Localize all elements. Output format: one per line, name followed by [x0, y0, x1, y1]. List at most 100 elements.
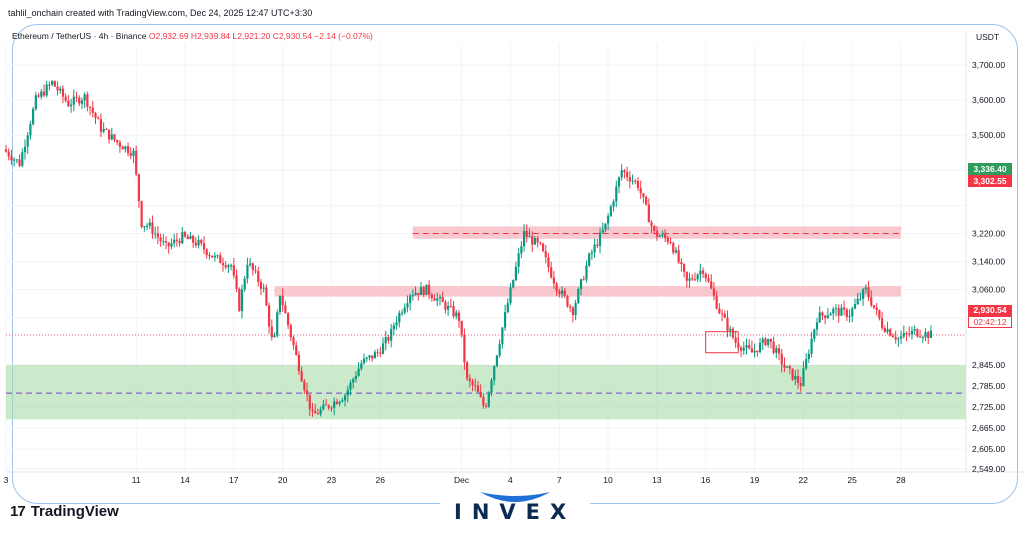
candle-body [175, 239, 178, 241]
candle-body [642, 193, 645, 197]
candle-body [419, 287, 423, 295]
candle-body [91, 107, 94, 113]
candle-body [672, 243, 675, 253]
symbol-name[interactable]: Ethereum / TetherUS · 4h · Binance [12, 31, 147, 41]
candle-body [758, 342, 762, 353]
candle-body [579, 279, 583, 290]
candle-body [628, 177, 631, 182]
candle-body [707, 278, 710, 282]
candle-body [324, 404, 328, 406]
candle-body [750, 348, 754, 353]
x-tick-label: 4 [508, 475, 513, 485]
candle-body [189, 235, 192, 240]
candle-body [129, 153, 132, 156]
countdown-badge: 02:42:12 [968, 316, 1012, 328]
candle-body [813, 329, 816, 339]
candle-body [137, 174, 141, 202]
candle-body [308, 394, 311, 410]
candle-body [541, 243, 545, 252]
candle-body [474, 384, 477, 386]
candle-body [699, 270, 702, 275]
candle-body [805, 359, 808, 369]
candle-body [921, 337, 924, 339]
candle-body [64, 96, 67, 101]
candle-body [862, 289, 865, 299]
candle-body [390, 329, 393, 341]
tradingview-logo[interactable]: 17 TradingView [10, 503, 119, 520]
candle-body [354, 376, 358, 380]
candle-body [870, 297, 873, 306]
candle-body [151, 222, 154, 234]
candle-body [422, 287, 425, 295]
candle-body [265, 287, 268, 306]
candle-body [246, 264, 249, 279]
candle-body [818, 312, 821, 323]
candle-body [349, 382, 352, 390]
candle-body [23, 146, 27, 153]
candle-body [761, 338, 764, 343]
candle-body [140, 201, 143, 228]
candle-body [550, 267, 553, 278]
candle-body [631, 180, 634, 182]
candle-body [596, 244, 599, 246]
candle-body [438, 296, 442, 299]
candle-body [15, 159, 18, 161]
candle-body [319, 409, 322, 415]
candle-body [506, 303, 509, 313]
candle-body [683, 264, 686, 272]
x-tick-label: 26 [376, 475, 386, 485]
candle-body [891, 335, 895, 338]
candle-body [607, 215, 610, 224]
candle-body [72, 96, 75, 105]
candle-body [219, 255, 222, 264]
x-tick-label: 23 [327, 475, 337, 485]
candle-body [444, 302, 447, 310]
candle-body [268, 305, 271, 327]
candle-body [590, 252, 593, 254]
candle-body [183, 232, 187, 237]
candle-body [145, 225, 149, 227]
candle-body [720, 313, 724, 315]
candle-body [788, 366, 791, 369]
candle-body [666, 237, 669, 242]
candle-body [417, 292, 420, 295]
y-tick-label: 2,549.00 [972, 464, 1005, 474]
candle-body [623, 170, 626, 173]
candle-body [696, 274, 699, 280]
candle-body [661, 234, 664, 236]
invex-wordmark: INVEX [454, 500, 577, 524]
candle-body [449, 305, 452, 307]
candle-body [398, 313, 401, 323]
candle-body [710, 281, 713, 289]
candle-body [395, 322, 398, 326]
candle-body [430, 294, 433, 299]
y-tick-label: 2,605.00 [972, 444, 1005, 454]
candle-body [777, 348, 781, 354]
candle-body [753, 350, 756, 353]
candle-body [767, 338, 770, 346]
candle-body [80, 100, 84, 104]
candle-body [772, 341, 775, 353]
candle-body [13, 159, 16, 161]
y-tick-label: 2,665.00 [972, 423, 1005, 433]
candle-body [843, 307, 846, 310]
candle-body [343, 395, 347, 401]
candle-body [26, 135, 29, 147]
candle-body [588, 253, 591, 266]
candle-body [273, 335, 276, 338]
candle-body [658, 235, 661, 237]
candle-body [832, 308, 835, 314]
candle-body [498, 343, 501, 356]
candle-body [484, 405, 488, 407]
candle-body [495, 355, 499, 367]
candle-body [45, 84, 48, 96]
candle-body [734, 337, 737, 344]
symbol-legend: Ethereum / TetherUS · 4h · Binance O2,93… [12, 31, 373, 41]
candle-body [501, 327, 504, 344]
candle-body [278, 295, 282, 313]
candle-body [493, 366, 496, 381]
candle-body [585, 265, 588, 280]
zone-support-zone [6, 365, 966, 420]
candle-body [251, 263, 254, 271]
